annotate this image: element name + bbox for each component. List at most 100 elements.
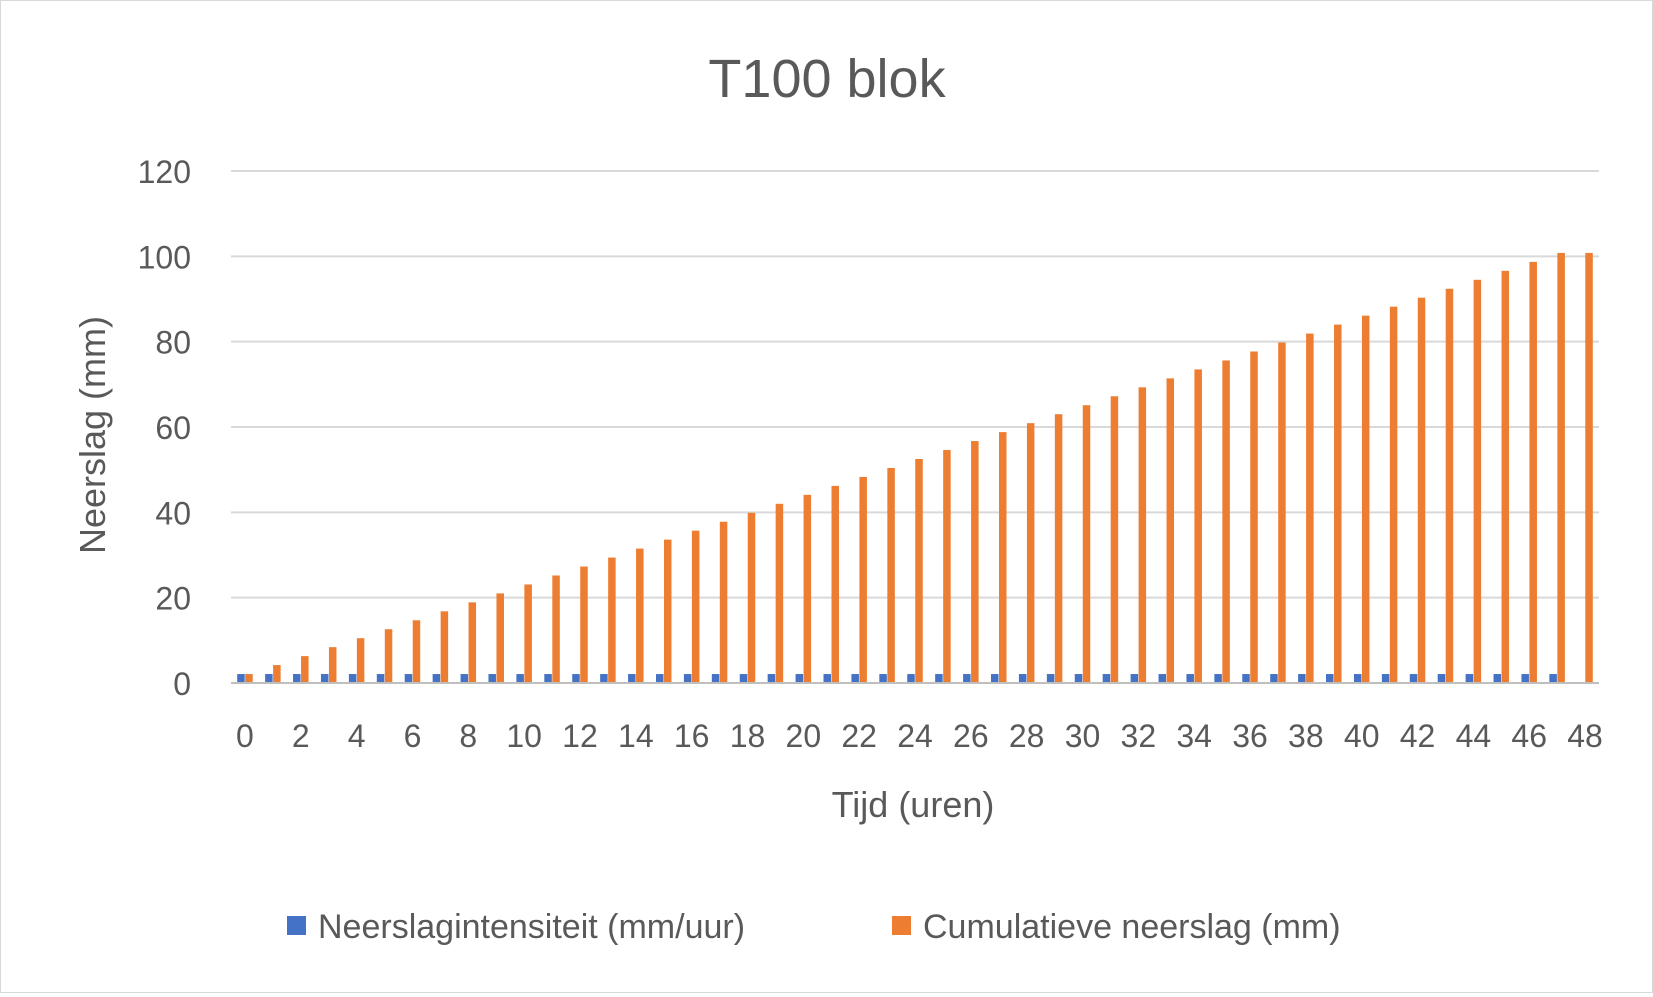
bar-cumulatieve-neerslag xyxy=(1445,288,1454,683)
bar-neerslagintensiteit xyxy=(460,674,469,683)
bar-cumulatieve-neerslag xyxy=(1110,396,1119,683)
bar-cumulatieve-neerslag xyxy=(1250,351,1258,683)
bar-cumulatieve-neerslag xyxy=(1054,414,1063,683)
y-tick-label: 60 xyxy=(155,410,191,446)
bar-cumulatieve-neerslag xyxy=(971,441,979,683)
y-tick-label: 100 xyxy=(138,239,191,275)
bar-neerslagintensiteit xyxy=(404,674,413,683)
bar-neerslagintensiteit xyxy=(1437,674,1446,683)
bar-neerslagintensiteit xyxy=(655,674,664,683)
bar-cumulatieve-neerslag xyxy=(1138,387,1147,683)
bar-cumulatieve-neerslag xyxy=(552,575,560,683)
y-axis-title: Neerslag (mm) xyxy=(72,316,113,554)
bar-neerslagintensiteit xyxy=(711,674,720,683)
bar-cumulatieve-neerslag xyxy=(691,530,700,683)
legend-swatch-cumulatieve-neerslag xyxy=(892,916,911,935)
x-axis-tick-labels: 0 2 4 6 8 10 12 14 16 18 20 22 24 26 28 30 32 34 36 38 40 42 4… xyxy=(236,718,1603,754)
bar-cumulatieve-neerslag xyxy=(1026,423,1035,683)
x-tick-label: 38 xyxy=(1288,718,1324,754)
bar-cumulatieve-neerslag xyxy=(384,629,393,683)
bar-neerslagintensiteit xyxy=(1521,674,1529,683)
x-tick-label: 0 xyxy=(236,718,254,754)
bar-neerslagintensiteit xyxy=(320,674,329,683)
bar-cumulatieve-neerslag xyxy=(1417,297,1426,683)
bar-cumulatieve-neerslag xyxy=(636,548,644,683)
x-tick-label: 12 xyxy=(562,718,598,754)
legend-swatch-neerslagintensiteit xyxy=(287,916,306,935)
bar-cumulatieve-neerslag xyxy=(999,432,1007,683)
bar-cumulatieve-neerslag xyxy=(1082,405,1091,683)
bar-neerslagintensiteit xyxy=(991,674,999,683)
bar-cumulatieve-neerslag xyxy=(663,539,672,683)
bar-neerslagintensiteit xyxy=(432,674,441,683)
bar-cumulatieve-neerslag xyxy=(524,584,532,683)
bar-neerslagintensiteit xyxy=(823,674,831,683)
bar-cumulatieve-neerslag xyxy=(775,503,784,683)
bar-neerslagintensiteit xyxy=(767,674,776,683)
bar-cumulatieve-neerslag xyxy=(1557,252,1565,684)
bar-neerslagintensiteit xyxy=(628,674,636,683)
bar-cumulatieve-neerslag xyxy=(1306,333,1314,683)
bar-cumulatieve-neerslag xyxy=(245,674,253,683)
bar-cumulatieve-neerslag xyxy=(1473,279,1482,683)
bar-cumulatieve-neerslag xyxy=(328,647,337,683)
bar-neerslagintensiteit xyxy=(907,674,915,683)
bar-neerslagintensiteit xyxy=(879,674,887,683)
x-tick-label: 46 xyxy=(1511,718,1547,754)
bar-neerslagintensiteit xyxy=(348,674,357,683)
bar-neerslagintensiteit xyxy=(935,674,943,683)
bar-neerslagintensiteit xyxy=(1493,674,1502,683)
bar-cumulatieve-neerslag xyxy=(915,459,923,683)
bar-cumulatieve-neerslag xyxy=(412,620,421,683)
x-tick-label: 28 xyxy=(1009,718,1045,754)
x-tick-label: 48 xyxy=(1567,718,1603,754)
x-tick-label: 34 xyxy=(1176,718,1212,754)
bar-cumulatieve-neerslag xyxy=(719,521,728,683)
gridlines xyxy=(231,170,1599,599)
y-axis-tick-labels: 0 20 40 60 80 100 120 xyxy=(138,154,191,702)
y-tick-label: 20 xyxy=(155,581,191,617)
bar-cumulatieve-neerslag xyxy=(1501,270,1510,683)
x-tick-label: 16 xyxy=(674,718,710,754)
bar-neerslagintensiteit xyxy=(1046,674,1055,683)
bar-cumulatieve-neerslag xyxy=(887,467,895,683)
bar-neerslagintensiteit xyxy=(1465,674,1474,683)
bar-neerslagintensiteit xyxy=(1409,674,1418,683)
x-tick-label: 26 xyxy=(953,718,989,754)
bar-neerslagintensiteit xyxy=(1214,674,1222,683)
bar-neerslagintensiteit xyxy=(376,674,385,683)
bar-cumulatieve-neerslag xyxy=(1334,324,1342,683)
x-tick-label: 2 xyxy=(292,718,310,754)
bar-neerslagintensiteit xyxy=(1074,674,1083,683)
bar-neerslagintensiteit xyxy=(1326,674,1334,683)
bar-neerslagintensiteit xyxy=(1270,674,1278,683)
y-tick-label: 40 xyxy=(155,495,191,531)
bar-neerslagintensiteit xyxy=(963,674,971,683)
bar-cumulatieve-neerslag xyxy=(301,656,309,683)
x-tick-label: 22 xyxy=(841,718,877,754)
legend-label-cumulatieve-neerslag: Cumulatieve neerslag (mm) xyxy=(923,908,1341,946)
bar-neerslagintensiteit xyxy=(739,674,748,683)
bar-cumulatieve-neerslag xyxy=(859,476,867,683)
bar-neerslagintensiteit xyxy=(795,674,804,683)
x-tick-label: 42 xyxy=(1400,718,1436,754)
bar-neerslagintensiteit xyxy=(1549,674,1557,683)
x-tick-label: 10 xyxy=(506,718,542,754)
x-tick-label: 8 xyxy=(459,718,477,754)
bar-cumulatieve-neerslag xyxy=(1389,306,1398,683)
bar-cumulatieve-neerslag xyxy=(496,593,504,683)
bar-cumulatieve-neerslag xyxy=(273,665,281,683)
bar-cumulatieve-neerslag xyxy=(747,512,756,683)
bar-cumulatieve-neerslag xyxy=(1585,252,1593,684)
bar-neerslagintensiteit xyxy=(1158,674,1167,683)
x-tick-label: 14 xyxy=(618,718,654,754)
bar-cumulatieve-neerslag xyxy=(608,557,616,683)
x-axis-title: Tijd (uren) xyxy=(832,784,995,825)
x-tick-label: 40 xyxy=(1344,718,1380,754)
x-tick-label: 20 xyxy=(786,718,822,754)
chart-title: T100 blok xyxy=(708,49,946,109)
legend-label-neerslagintensiteit: Neerslagintensiteit (mm/uur) xyxy=(318,908,745,946)
legend: Neerslagintensiteit (mm/uur) Cumulatieve… xyxy=(287,908,1341,946)
bar-cumulatieve-neerslag xyxy=(440,611,449,683)
